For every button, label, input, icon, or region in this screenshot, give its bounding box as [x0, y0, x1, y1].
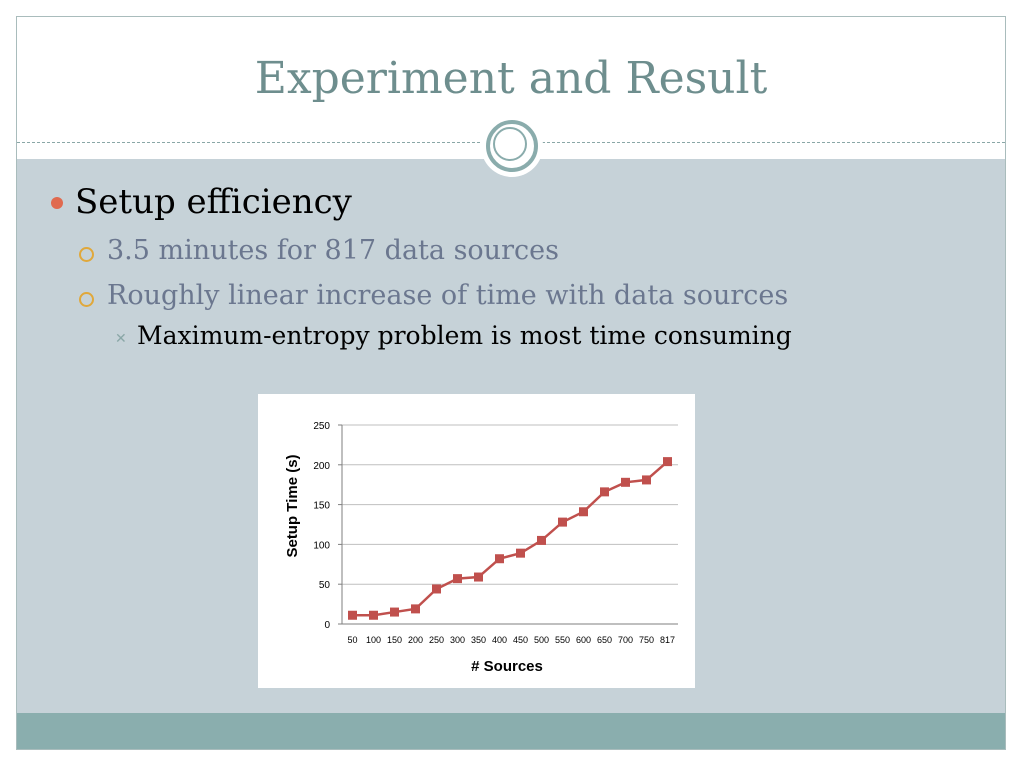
data-point: [537, 535, 546, 545]
bullet-level3: Maximum-entropy problem is most time con…: [137, 321, 792, 350]
x-tick-label: 400: [492, 635, 507, 645]
y-tick-label: 200: [313, 461, 330, 472]
x-tick-label: 650: [597, 635, 612, 645]
x-tick-label: 750: [639, 635, 654, 645]
bullet-level2: 3.5 minutes for 817 data sources: [107, 235, 559, 266]
chart-container: Setup Time (s) # Sources 0 50 100 150 200 250…: [258, 394, 695, 688]
x-axis-label: # Sources: [471, 658, 543, 675]
data-point: [390, 607, 399, 617]
slide-title: Experiment and Result: [254, 53, 768, 104]
x-tick-label: 700: [618, 635, 633, 645]
x-tick-label: 817: [660, 635, 675, 645]
data-point: [348, 610, 357, 620]
x-tick-label: 550: [555, 635, 570, 645]
data-point: [621, 477, 630, 487]
data-point: [495, 554, 504, 564]
x-tick-label: 350: [471, 635, 486, 645]
data-point: [516, 548, 525, 558]
data-point: [600, 487, 609, 497]
bullet-ring-icon: [79, 247, 94, 262]
x-tick-label: 100: [366, 635, 381, 645]
data-point: [558, 517, 567, 527]
x-tick-label: 150: [387, 635, 402, 645]
slide: Experiment and Result Setup efficiency 3…: [16, 16, 1006, 750]
data-point: [474, 572, 483, 582]
x-tick-label: 250: [429, 635, 444, 645]
x-tick-label: 200: [408, 635, 423, 645]
x-tick-label: 600: [576, 635, 591, 645]
bullet-dot-icon: [51, 197, 63, 209]
bullet-level1: Setup efficiency: [75, 182, 352, 222]
x-tick-label: 500: [534, 635, 549, 645]
y-tick-label: 150: [313, 501, 330, 512]
data-point: [663, 457, 672, 467]
x-tick-label: 300: [450, 635, 465, 645]
divider-ornament-inner: [493, 127, 527, 161]
bullet-x-icon: ✕: [115, 331, 127, 347]
y-axis-label: Setup Time (s): [284, 454, 301, 557]
y-tick-label: 0: [324, 620, 330, 631]
y-tick-label: 250: [313, 421, 330, 432]
y-tick-label: 100: [313, 540, 330, 551]
footer-band: [17, 713, 1005, 749]
setup-time-chart: Setup Time (s) # Sources 0 50 100 150 200 250…: [284, 421, 678, 675]
data-point: [411, 604, 420, 614]
data-point: [642, 475, 651, 485]
data-point: [579, 507, 588, 517]
bullet-level2: Roughly linear increase of time with dat…: [107, 280, 789, 311]
data-point: [369, 610, 378, 620]
data-point: [453, 574, 462, 584]
x-tick-label: 50: [347, 635, 357, 645]
series-line: [352, 460, 669, 617]
x-tick-label: 450: [513, 635, 528, 645]
y-tick-label: 50: [319, 580, 331, 591]
bullet-ring-icon: [79, 292, 94, 307]
data-point: [432, 584, 441, 594]
